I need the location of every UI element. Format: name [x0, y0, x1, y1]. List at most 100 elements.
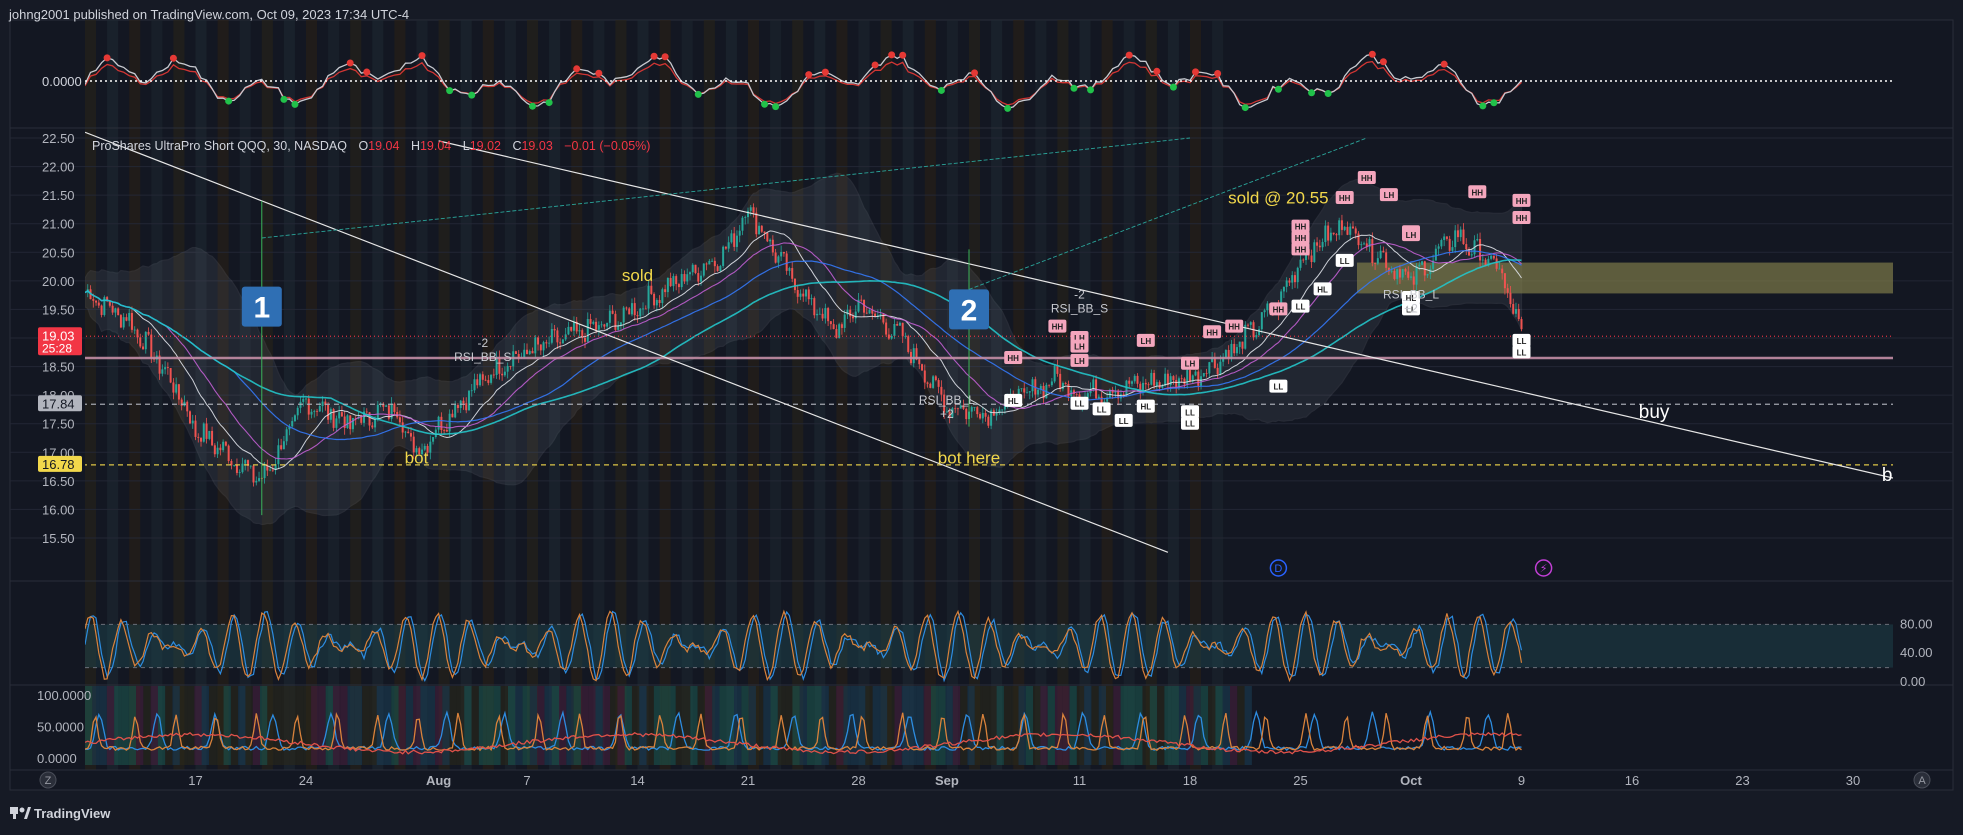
candle-body — [1026, 392, 1029, 394]
candle-body — [722, 246, 725, 266]
bottom-osc-stripe — [1040, 686, 1048, 765]
candle-body — [686, 274, 689, 282]
candle-body — [981, 412, 984, 419]
tradingview-logo[interactable]: TradingView — [10, 806, 111, 821]
bottom-osc-stripe — [1127, 686, 1136, 765]
bottom-osc-stripe — [311, 686, 319, 765]
pivot-label: HL — [1140, 403, 1151, 412]
candle-body — [186, 401, 189, 412]
candle-body — [211, 430, 214, 446]
signal-bottom: +2 — [1404, 301, 1418, 315]
candle-body — [738, 230, 741, 236]
top-osc-peak — [1440, 60, 1448, 68]
pivot-box — [1357, 171, 1376, 184]
candle-body — [390, 403, 393, 419]
candle-body — [92, 299, 95, 301]
bottom-osc-stripe — [719, 686, 727, 765]
signal-bottom: RSI_BB_S — [454, 350, 511, 364]
candle-body — [1158, 382, 1161, 388]
pivot-label: HL — [1008, 397, 1019, 406]
time-tick: 14 — [630, 773, 644, 788]
top-osc-trough — [280, 95, 288, 103]
top-osc-peak — [871, 61, 879, 69]
candle-body — [1142, 382, 1145, 392]
candle-body — [713, 260, 716, 267]
candle-body — [175, 384, 178, 393]
svg-text:A: A — [1918, 775, 1926, 787]
candle-body — [849, 309, 852, 317]
stoch-line — [85, 610, 1523, 683]
candle-body — [564, 334, 567, 340]
brand-text: TradingView — [34, 806, 111, 821]
candle-body — [851, 316, 854, 319]
bottom-osc-stripe — [515, 686, 523, 765]
candle-body — [1349, 226, 1352, 235]
candle-body — [871, 309, 874, 314]
candle-body — [813, 298, 816, 316]
candle-body — [456, 404, 459, 408]
candle-body — [1122, 394, 1125, 396]
candle-body — [1410, 276, 1412, 278]
legend-close: 19.03 — [521, 139, 552, 153]
candle-body — [766, 232, 769, 242]
candle-body — [879, 314, 882, 316]
candle-body — [1302, 259, 1305, 261]
candle-body — [108, 301, 111, 306]
candle-body — [937, 380, 940, 387]
candle-body — [617, 325, 620, 330]
candle-body — [1492, 255, 1495, 259]
bottom-osc-stripe — [646, 686, 654, 765]
pivot-label: HH — [1273, 305, 1285, 314]
candle-body — [269, 469, 272, 471]
candle-body — [1296, 267, 1299, 283]
bottom-osc-stripe — [354, 686, 363, 765]
candle-body — [1097, 396, 1100, 399]
candle-body — [1437, 246, 1440, 249]
candle-body — [1514, 309, 1517, 314]
candle-body — [434, 429, 437, 438]
pivot-box — [1269, 302, 1288, 316]
bottom-osc-stripe — [755, 686, 764, 765]
candle-body — [166, 367, 169, 369]
candle-body — [1498, 268, 1501, 270]
stoch-tick: 0.00 — [1900, 674, 1925, 689]
pivot-label: HH — [1206, 328, 1218, 337]
pivot-label: LL — [1119, 417, 1129, 426]
bottom-osc-stripe — [1003, 686, 1012, 765]
bottom-osc-stripe — [690, 686, 698, 765]
top-osc-trough — [446, 87, 454, 95]
trend-line — [438, 140, 1893, 479]
candle-body — [1197, 371, 1200, 386]
candle-body — [945, 411, 948, 413]
candle-body — [893, 324, 896, 336]
candle-body — [293, 415, 296, 422]
bottom-osc-stripe — [1076, 686, 1085, 765]
top-osc-peak — [1153, 67, 1161, 75]
bottom-osc-stripe — [114, 686, 122, 765]
bottom-osc-stripe — [427, 686, 436, 765]
bottom-osc-stripe — [289, 686, 297, 765]
candle-body — [890, 335, 893, 339]
bottom-osc-stripe — [281, 686, 290, 765]
stochastic-panel — [85, 609, 1893, 683]
bottom-osc-stripe — [792, 686, 800, 765]
bottom-osc-stripe — [785, 686, 793, 765]
a-button[interactable]: A — [1913, 771, 1931, 789]
candle-body — [1365, 243, 1368, 247]
candle-body — [973, 407, 976, 408]
z-button[interactable]: Z — [39, 771, 57, 789]
bottom-osc-stripe — [952, 686, 961, 765]
candle-body — [1059, 373, 1062, 390]
candle-body — [559, 342, 562, 344]
candle-body — [921, 364, 924, 371]
candle-body — [1139, 383, 1142, 392]
bottom-osc-stripe — [507, 686, 516, 765]
candle-body — [103, 297, 106, 315]
candle-body — [526, 349, 528, 354]
bottom-osc-stripe — [106, 686, 115, 765]
candle-body — [1479, 239, 1482, 261]
pivot-box — [1225, 319, 1244, 333]
candle-body — [1327, 225, 1330, 241]
candle-body — [445, 430, 448, 432]
top-osc-trough — [1070, 84, 1078, 92]
